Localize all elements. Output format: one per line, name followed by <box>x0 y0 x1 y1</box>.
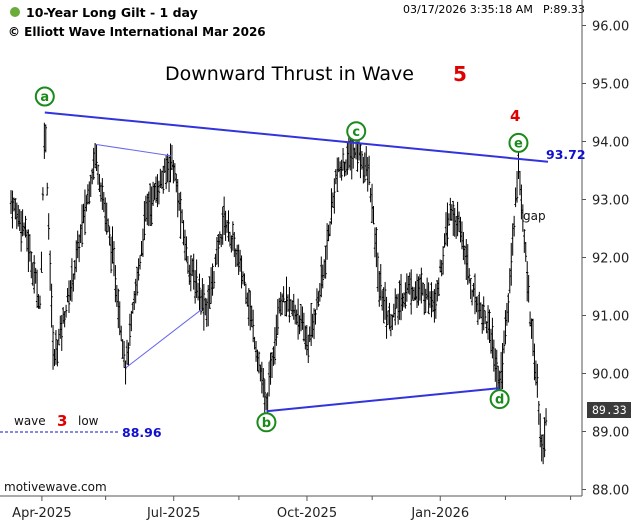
price-bars <box>9 122 548 465</box>
headline-text: Downward Thrust in Wave <box>165 63 414 85</box>
x-tick-label: Jan-2026 <box>410 506 469 521</box>
wave-e-circle <box>508 132 529 153</box>
wave3-low-value: 88.96 <box>122 425 162 440</box>
copyright-text: © Elliott Wave International Mar 2026 <box>8 25 266 39</box>
wave3-prefix: wave <box>14 414 46 428</box>
gap-label: gap <box>523 209 546 223</box>
wave-a-circle <box>34 86 55 107</box>
trendlines <box>44 111 549 413</box>
last-price-text: P:89.33 <box>543 3 585 16</box>
last-price-box-text: 89.33 <box>592 403 627 417</box>
wave3-number: 3 <box>57 412 67 430</box>
wave-labels: a b c d e <box>34 86 529 433</box>
y-tick-label: 95.00 <box>592 78 629 93</box>
source-text: motivewave.com <box>4 480 107 494</box>
status-dot <box>10 7 20 17</box>
wave-a-label: a <box>40 90 49 105</box>
x-axis-ticks: Apr-2025 Jul-2025 Oct-2025 Jan-2026 <box>12 496 572 521</box>
y-tick-label: 89.00 <box>592 426 629 441</box>
inner-upper-trendline <box>95 143 173 157</box>
y-tick-label: 93.00 <box>592 194 629 209</box>
y-tick-label: 92.00 <box>592 252 629 267</box>
lower-trendline <box>266 387 500 413</box>
wave-c-label: c <box>352 125 360 140</box>
last-price-box <box>587 402 631 418</box>
trendline-value: 93.72 <box>546 147 586 162</box>
x-tick-label: Jul-2025 <box>146 506 200 521</box>
inner-lower-trendline <box>125 309 202 369</box>
y-axis-ticks: 88.00 89.00 90.00 91.00 92.00 93.00 94.00 95.00… <box>582 20 629 499</box>
timestamp-text: 03/17/2026 3:35:18 AM <box>403 3 533 16</box>
headline-wave-number: 5 <box>453 62 467 86</box>
y-tick-label: 94.00 <box>592 136 629 151</box>
wave-d-circle <box>489 389 510 410</box>
wave3-suffix: low <box>78 414 99 428</box>
wave-e-label: e <box>514 136 523 151</box>
chart-title: 10-Year Long Gilt - 1 day <box>26 5 198 20</box>
upper-trendline <box>44 111 549 163</box>
wave-b-label: b <box>262 416 271 431</box>
wave-d-label: d <box>495 393 504 408</box>
x-tick-label: Oct-2025 <box>277 506 337 521</box>
y-tick-label: 96.00 <box>592 20 629 35</box>
y-tick-label: 90.00 <box>592 368 629 383</box>
x-tick-label: Apr-2025 <box>12 506 71 521</box>
wave-b-circle <box>256 412 277 433</box>
y-tick-label: 91.00 <box>592 310 629 325</box>
wave4-label: 4 <box>510 107 520 125</box>
wave-c-circle <box>346 121 367 142</box>
y-tick-label: 88.00 <box>592 484 629 499</box>
